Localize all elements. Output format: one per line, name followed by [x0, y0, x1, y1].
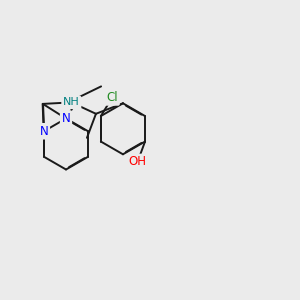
Text: N: N — [61, 112, 70, 125]
Text: OH: OH — [128, 155, 146, 168]
Text: NH: NH — [63, 98, 80, 107]
Text: N: N — [40, 125, 48, 138]
Text: Cl: Cl — [106, 91, 118, 104]
